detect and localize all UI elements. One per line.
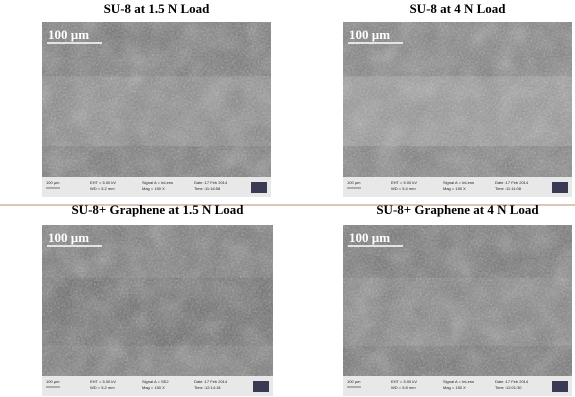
info-text: Signal A = InLens [142,180,173,185]
info-text: Time :12:01:30 [495,385,522,390]
scale-label: 100 µm [48,27,89,42]
info-text: Signal A = SE2 [142,379,169,384]
info-text: Signal A = InLens [443,180,474,185]
figure: SU-8 at 1.5 N Load 100 µm 100 µm EHT = 5.00… [0,0,575,397]
info-text: Date :17 Feb 2014 [495,379,529,384]
panel-title: SU-8 at 4 N Load [409,1,506,16]
micrograph [42,22,271,177]
info-text: 100 µm [347,379,361,384]
micrograph [343,225,572,376]
info-text: Date :17 Feb 2014 [194,180,228,185]
info-text: Mag = 150 X [142,385,165,390]
info-text: WD = 5.2 mm [90,186,115,191]
noise [343,22,572,177]
info-text: 100 µm [347,180,361,185]
info-text: Time :11:11:08 [495,186,522,191]
info-text: EHT = 5.00 kV [90,379,116,384]
info-text: EHT = 5.00 kV [90,180,116,185]
noise [343,225,572,376]
scale-label: 100 µm [48,230,89,245]
panel-title: SU-8+ Graphene at 4 N Load [376,202,539,217]
info-text: Mag = 150 X [142,186,165,191]
info-text: WD = 5.8 mm [391,385,416,390]
info-text: WD = 5.4 mm [391,186,416,191]
noise [42,22,271,177]
info-text: Date :17 Feb 2014 [194,379,228,384]
info-text: Mag = 150 X [443,186,466,191]
logo [552,381,568,392]
logo [552,182,568,193]
info-text: EHT = 5.00 kV [391,379,417,384]
panel-title: SU-8+ Graphene at 1.5 N Load [71,202,244,217]
noise [42,225,273,376]
info-text: Signal A = InLens [443,379,474,384]
scale-label: 100 µm [349,230,390,245]
scale-label: 100 µm [349,27,390,42]
info-text: Mag = 150 X [443,385,466,390]
logo [251,182,267,193]
logo [253,381,269,392]
info-text: Time :12:14:18 [194,385,221,390]
micrograph [42,225,273,376]
info-text: 100 µm [46,180,60,185]
info-text: Date :17 Feb 2014 [495,180,529,185]
info-text: Time :11:16:58 [194,186,221,191]
info-text: 100 µm [46,379,60,384]
info-text: EHT = 5.00 kV [391,180,417,185]
micrograph [343,22,572,177]
info-text: WD = 5.2 mm [90,385,115,390]
panel-title: SU-8 at 1.5 N Load [104,1,211,16]
